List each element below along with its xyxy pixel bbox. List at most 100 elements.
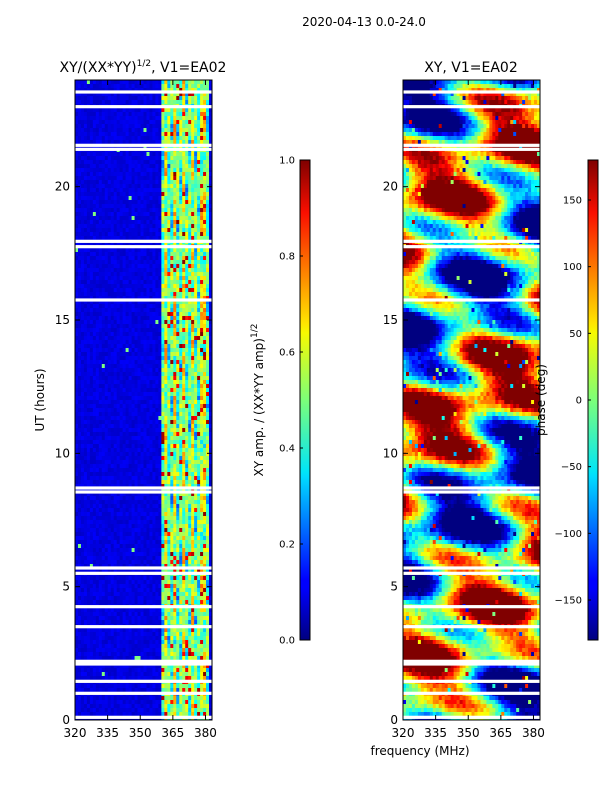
amplitude-heatmap-cell <box>134 220 139 225</box>
amplitude-heatmap-cell <box>131 428 136 433</box>
amplitude-heatmap-cell <box>185 252 189 257</box>
amplitude-heatmap-cell <box>140 160 144 165</box>
amplitude-heatmap-cell <box>86 88 91 93</box>
amplitude-heatmap-cell <box>110 360 115 365</box>
amplitude-heatmap-cell <box>167 260 171 265</box>
amplitude-heatmap-cell <box>185 100 189 105</box>
amplitude-heatmap-cell <box>75 160 79 165</box>
amplitude-heatmap-cell <box>77 328 82 333</box>
amplitude-heatmap-cell <box>116 136 121 141</box>
amplitude-heatmap-cell <box>179 456 183 461</box>
amplitude-heatmap-cell <box>128 408 133 413</box>
amplitude-heatmap-cell <box>98 248 103 253</box>
amplitude-heatmap-cell <box>209 320 213 325</box>
amplitude-heatmap-cell <box>131 100 136 105</box>
amplitude-heatmap-cell <box>113 216 118 221</box>
amplitude-heatmap-cell <box>158 280 162 285</box>
amplitude-heatmap-cell <box>170 308 174 313</box>
amplitude-heatmap-cell <box>182 368 186 373</box>
amplitude-heatmap-cell <box>86 328 91 333</box>
amplitude-heatmap-cell <box>161 176 165 181</box>
amplitude-heatmap-cell <box>179 388 183 393</box>
amplitude-heatmap-cell <box>167 292 171 297</box>
amplitude-heatmap-cell <box>155 320 159 325</box>
amplitude-heatmap-cell <box>83 348 88 353</box>
amplitude-heatmap-cell <box>194 324 198 329</box>
amplitude-heatmap-cell <box>167 304 171 309</box>
amplitude-heatmap-cell <box>137 352 142 357</box>
amplitude-heatmap-cell <box>185 344 189 349</box>
amplitude-heatmap-cell <box>161 464 165 469</box>
amplitude-heatmap-cell <box>119 256 124 261</box>
amplitude-heatmap-cell <box>83 128 88 133</box>
amplitude-heatmap-cell <box>152 368 156 373</box>
amplitude-heatmap-cell <box>146 300 150 305</box>
amplitude-heatmap-cell <box>173 264 177 269</box>
amplitude-heatmap-cell <box>149 116 153 121</box>
amplitude-heatmap-cell <box>206 376 210 381</box>
amplitude-heatmap-cell <box>185 476 189 481</box>
amplitude-heatmap-cell <box>137 384 142 389</box>
amplitude-heatmap-cell <box>167 284 171 289</box>
amplitude-heatmap-cell <box>77 332 82 337</box>
amplitude-heatmap-cell <box>206 304 210 309</box>
amplitude-heatmap-cell <box>176 288 180 293</box>
amplitude-heatmap-cell <box>194 504 198 509</box>
amplitude-heatmap-cell <box>83 324 88 329</box>
amplitude-heatmap-cell <box>125 288 130 293</box>
amplitude-heatmap-cell <box>110 336 115 341</box>
amplitude-heatmap-cell <box>113 212 118 217</box>
amplitude-heatmap-cell <box>164 348 168 353</box>
amplitude-heatmap-cell <box>161 468 165 473</box>
amplitude-heatmap-cell <box>152 208 156 213</box>
amplitude-heatmap-cell <box>86 332 91 337</box>
amplitude-heatmap-cell <box>167 396 171 401</box>
amplitude-heatmap-cell <box>185 416 189 421</box>
amplitude-heatmap-cell <box>134 120 139 125</box>
amplitude-heatmap-cell <box>158 436 162 441</box>
amplitude-heatmap-cell <box>110 256 115 261</box>
amplitude-heatmap-cell <box>107 216 112 221</box>
amplitude-heatmap-cell <box>194 388 198 393</box>
amplitude-heatmap-cell <box>92 80 97 85</box>
amplitude-heatmap-cell <box>155 488 159 493</box>
amplitude-heatmap-cell <box>77 224 82 229</box>
amplitude-heatmap-cell <box>83 408 88 413</box>
amplitude-heatmap-cell <box>98 128 103 133</box>
amplitude-heatmap-cell <box>170 224 174 229</box>
amplitude-heatmap-cell <box>173 328 177 333</box>
amplitude-heatmap-cell <box>89 340 94 345</box>
amplitude-heatmap-cell <box>83 396 88 401</box>
amplitude-heatmap-cell <box>152 356 156 361</box>
amplitude-heatmap-cell <box>131 284 136 289</box>
amplitude-heatmap-cell <box>104 432 109 437</box>
amplitude-heatmap-cell <box>155 336 159 341</box>
amplitude-heatmap-cell <box>143 204 147 209</box>
amplitude-heatmap-cell <box>92 324 97 329</box>
amplitude-heatmap-cell <box>167 320 171 325</box>
amplitude-heatmap-cell <box>206 440 210 445</box>
amplitude-heatmap-cell <box>89 332 94 337</box>
amplitude-heatmap-cell <box>209 472 213 477</box>
amplitude-heatmap-cell <box>89 276 94 281</box>
amplitude-heatmap-cell <box>122 392 127 397</box>
amplitude-heatmap-cell <box>176 176 180 181</box>
amplitude-heatmap-cell <box>188 468 192 473</box>
amplitude-heatmap-cell <box>173 408 177 413</box>
amplitude-heatmap-cell <box>119 420 124 425</box>
amplitude-heatmap-cell <box>170 152 174 157</box>
amplitude-heatmap-cell <box>104 184 109 189</box>
amplitude-heatmap-cell <box>101 512 106 517</box>
amplitude-heatmap-cell <box>203 464 207 469</box>
amplitude-heatmap-cell <box>92 416 97 421</box>
amplitude-heatmap-cell <box>194 416 198 421</box>
amplitude-heatmap-cell <box>209 324 213 329</box>
amplitude-heatmap-cell <box>197 396 201 401</box>
amplitude-heatmap-cell <box>146 200 150 205</box>
amplitude-heatmap-cell <box>149 80 153 85</box>
amplitude-heatmap-cell <box>119 168 124 173</box>
amplitude-heatmap-cell <box>140 468 144 473</box>
amplitude-heatmap-cell <box>206 84 210 89</box>
amplitude-heatmap-cell <box>158 492 162 497</box>
amplitude-heatmap-cell <box>185 292 189 297</box>
